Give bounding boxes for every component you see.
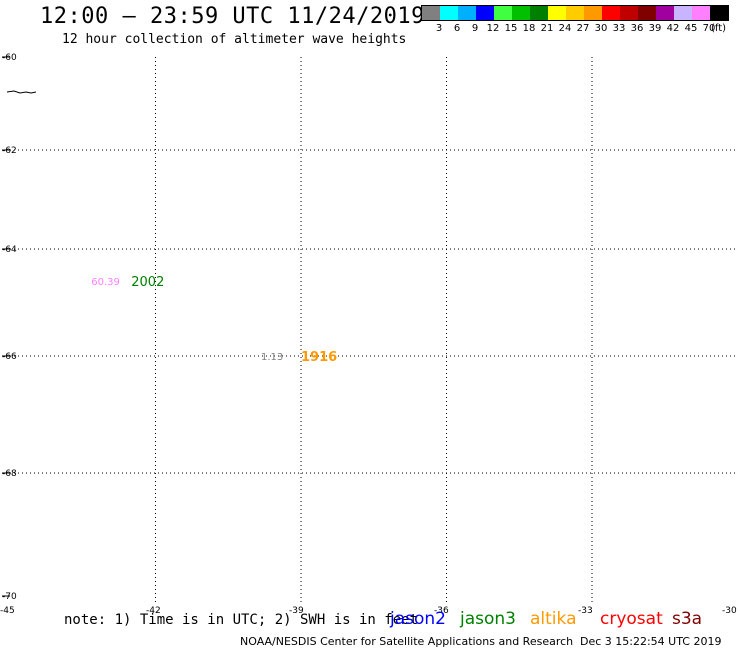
legend-label: 12 — [486, 23, 500, 34]
legend-swatch — [494, 6, 512, 20]
legend-swatch — [566, 6, 584, 20]
legend-label: 3 — [435, 23, 443, 34]
legend-label: 24 — [558, 23, 572, 34]
y-tick-label: -62 — [2, 146, 17, 156]
observation-time: 1916 — [301, 350, 337, 365]
legend-swatch — [638, 6, 656, 20]
legend-swatch — [512, 6, 530, 20]
legend-swatch — [674, 6, 692, 20]
observation-value: 60.39 — [91, 277, 120, 288]
satellite-s3a: s3a — [672, 609, 703, 629]
color-legend: 3 6 9 12 15 18 21 24 27 30 33 36 39 42 4… — [421, 5, 729, 35]
legend-swatch — [476, 6, 494, 20]
legend-swatch — [458, 6, 476, 20]
legend-label: 9 — [471, 23, 479, 34]
x-tick-label: -45 — [0, 606, 15, 616]
legend-color-bar — [421, 5, 729, 21]
satellite-cryosat: cryosat — [600, 609, 663, 629]
legend-labels: 3 6 9 12 15 18 21 24 27 30 33 36 39 42 4… — [421, 23, 729, 35]
y-tick-label: -64 — [2, 245, 17, 255]
observations: 60.39 2002 1.13 1916 — [91, 275, 337, 365]
legend-swatch — [584, 6, 602, 20]
legend-label: 15 — [504, 23, 518, 34]
x-axis-labels: -45 -42 -39 -36 -33 -30 — [0, 606, 737, 616]
y-tick-label: -68 — [2, 469, 17, 479]
satellite-altika: altika — [530, 609, 577, 629]
generated-timestamp: Dec 3 15:22:54 UTC 2019 — [580, 635, 722, 648]
observation-time: 2002 — [131, 275, 164, 290]
graticule — [2, 56, 738, 603]
x-tick-label: -42 — [146, 606, 161, 616]
legend-label: 6 — [453, 23, 461, 34]
legend-label: 18 — [522, 23, 536, 34]
satellite-jason3: jason3 — [460, 609, 516, 629]
x-tick-label: -36 — [434, 606, 449, 616]
footer-note: note: 1) Time is in UTC; 2) SWH is in fe… — [64, 612, 419, 628]
credit-text: NOAA/NESDIS Center for Satellite Applica… — [240, 635, 574, 648]
page-subtitle: 12 hour collection of altimeter wave hei… — [62, 32, 407, 47]
legend-swatch — [548, 6, 566, 20]
y-axis-labels: -60 -62 -64 -66 -68 -70 — [2, 53, 17, 602]
x-tick-label: -30 — [722, 606, 737, 616]
legend-label: 42 — [666, 23, 680, 34]
page-title: 12:00 – 23:59 UTC 11/24/2019 — [40, 4, 425, 29]
legend-swatch — [620, 6, 638, 20]
legend-label: 33 — [612, 23, 626, 34]
satellite-jason2: jason2 — [390, 609, 446, 629]
coastline-fragment — [6, 90, 37, 94]
legend-swatch — [602, 6, 620, 20]
y-tick-label: -70 — [2, 592, 17, 602]
y-tick-label: -66 — [2, 352, 17, 362]
legend-swatch — [656, 6, 674, 20]
legend-label: 45 — [684, 23, 698, 34]
legend-label: 21 — [540, 23, 554, 34]
legend-label: 70 — [702, 23, 716, 34]
x-tick-label: -33 — [578, 606, 593, 616]
legend-unit: (ft) — [711, 23, 727, 34]
legend-swatch — [422, 6, 440, 20]
x-tick-label: -39 — [289, 606, 304, 616]
y-tick-label: -60 — [2, 53, 17, 63]
legend-swatch — [440, 6, 458, 20]
legend-label: 39 — [648, 23, 662, 34]
legend-label: 36 — [630, 23, 644, 34]
legend-label: 30 — [594, 23, 608, 34]
legend-label: 27 — [576, 23, 590, 34]
legend-swatch — [530, 6, 548, 20]
legend-swatch — [692, 6, 710, 20]
observation-value: 1.13 — [261, 352, 283, 363]
legend-swatch — [710, 6, 728, 20]
